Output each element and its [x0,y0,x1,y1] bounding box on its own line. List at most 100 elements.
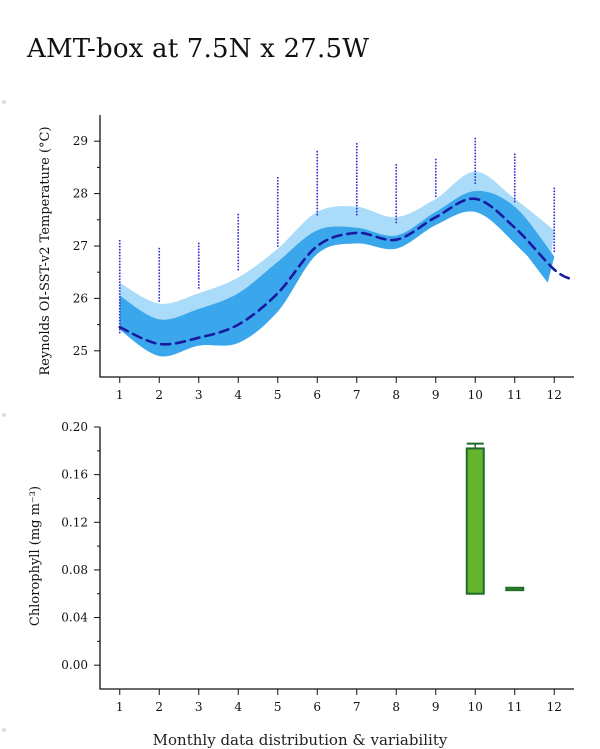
sample-point [434,183,437,185]
sample-point [553,196,556,199]
sample-point [434,186,437,188]
sst-x-tick-label: 5 [274,388,282,402]
sample-point [553,241,556,244]
sample-point [118,263,121,266]
sst-y-tick-label: 27 [73,239,88,253]
sample-point [276,180,279,182]
sample-point [276,233,279,235]
sample-point [355,196,358,198]
sample-point [158,287,161,290]
sample-point [237,265,240,268]
sample-point [158,294,161,296]
sample-point [237,238,240,240]
sample-point [158,272,161,275]
sample-point [434,192,437,194]
sample-point [553,208,556,211]
sample-point [316,177,319,180]
sample-point [553,223,556,226]
sample-point [237,241,240,243]
sample-point [118,275,121,278]
sample-point [276,197,279,200]
sample-point [355,151,358,154]
sample-point [553,190,556,193]
chl-y-tick-label: 0.16 [61,468,88,482]
sample-point [118,310,121,313]
sample-point [434,177,437,179]
sample-point [355,193,358,195]
sample-point [276,215,279,218]
sample-point [513,177,516,179]
sample-point [158,284,161,287]
sample-point [513,153,516,156]
sample-point [434,158,437,161]
sample-point [434,174,437,176]
sample-point [237,244,240,246]
sample-point [553,211,556,214]
sample-point [513,197,516,200]
sample-point [553,220,556,223]
sample-point [434,195,437,198]
edge-marker [2,413,6,417]
sample-point [276,212,279,215]
sample-point [197,257,200,260]
sample-point [316,156,319,159]
sample-point [237,225,240,228]
sample-point [197,269,200,271]
sample-point [118,299,121,301]
sample-point [355,187,358,189]
sst-x-tick-label: 1 [116,388,124,402]
sample-point [118,281,121,283]
sample-point [197,260,200,262]
sample-point [474,182,477,184]
sample-point [118,316,121,319]
sample-point [355,163,358,166]
page-title: AMT-box at 7.5N x 27.5W [27,34,370,64]
sample-point [553,235,556,238]
sample-point [158,266,161,268]
sample-point [553,187,556,190]
sample-point [434,180,437,182]
sample-point [158,290,161,293]
sst-y-tick-label: 28 [73,187,88,201]
sample-point [474,170,477,173]
sample-point [355,169,358,172]
mean-sst-line [118,197,576,346]
sample-point [434,161,437,164]
sample-point [237,268,240,271]
sample-point [434,189,437,191]
chl-y-tick-label: 0.20 [61,420,88,434]
sample-point [197,242,200,245]
sample-point [237,216,240,219]
sample-point [118,266,121,269]
sample-point [355,184,358,186]
sample-point [237,253,240,256]
sample-point [158,300,161,302]
chlorophyll-box [465,447,485,595]
sample-point [474,155,477,158]
sample-point [276,221,279,224]
sample-point [355,148,358,151]
sst-x-tick-label: 9 [432,388,440,402]
sample-point [513,159,516,161]
inner-variability-band [119,190,555,357]
sample-point [316,162,319,165]
sample-point [474,173,477,176]
sample-point [316,189,319,192]
chl-x-tick-label: 1 [116,700,124,714]
sample-point [395,221,398,224]
sample-point [276,200,279,203]
sample-point [474,146,477,149]
sample-point [513,191,516,194]
sample-point [395,167,398,169]
sample-point [395,209,398,212]
sample-point [276,191,279,194]
sample-point [276,188,279,191]
sample-point [474,152,477,155]
sample-point [395,191,398,193]
sample-point [276,177,279,179]
sample-point [237,229,240,231]
sample-point [158,260,161,262]
sample-point [513,185,516,188]
sample-point [197,272,200,274]
sample-point [118,331,121,334]
